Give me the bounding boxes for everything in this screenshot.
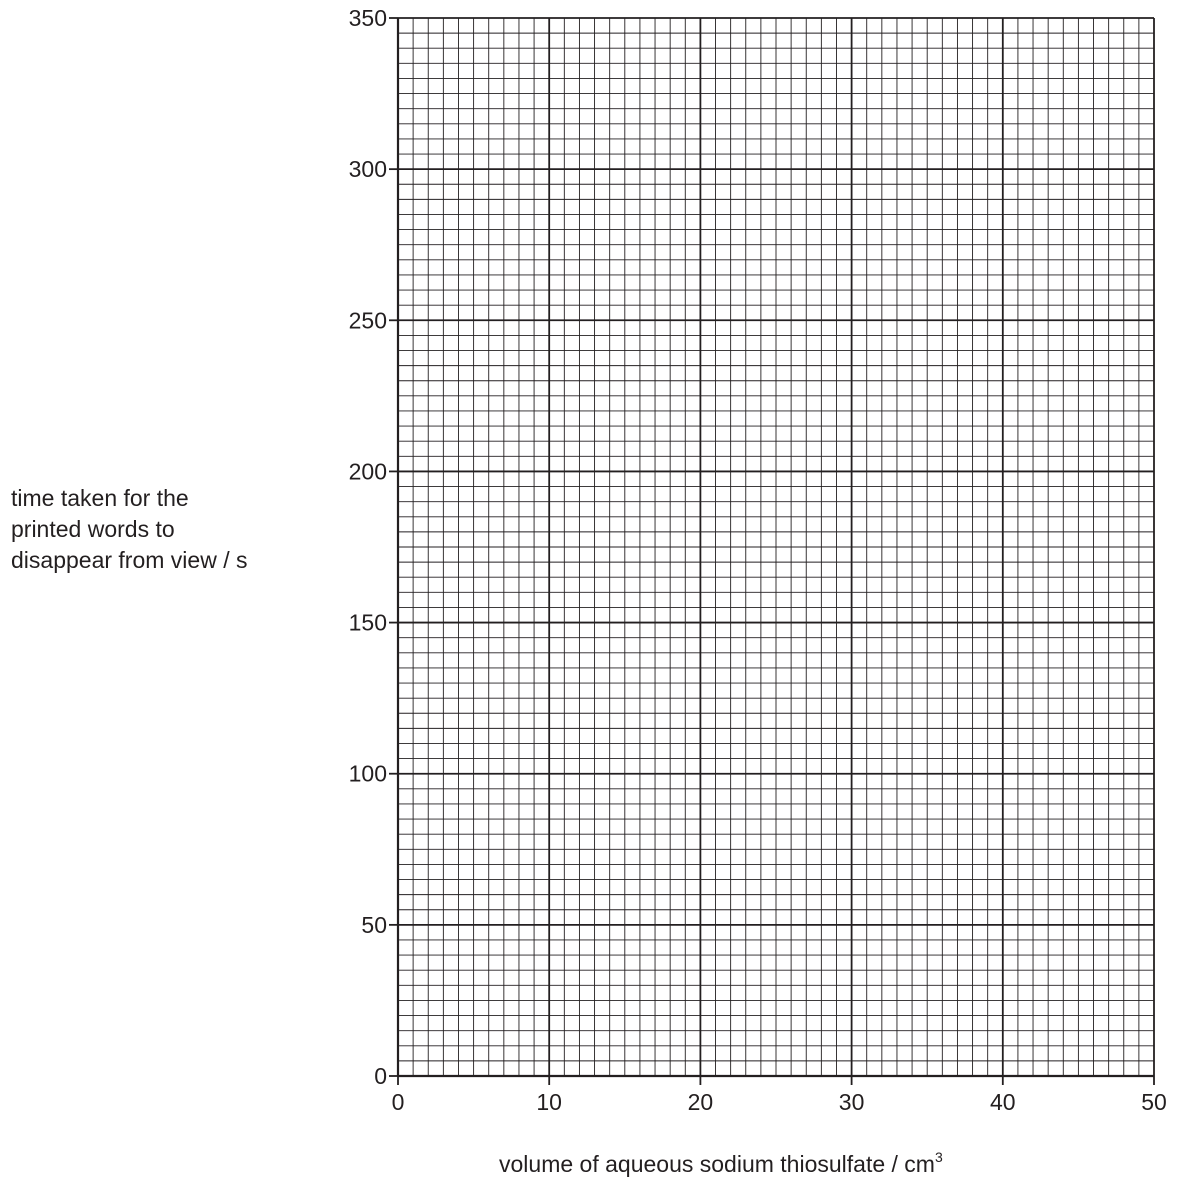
x-axis-label-text: volume of aqueous sodium thiosulfate / c… xyxy=(499,1151,935,1177)
y-tick-label: 350 xyxy=(349,5,387,31)
x-axis-label-superscript: 3 xyxy=(934,1149,943,1165)
x-tick-label: 30 xyxy=(839,1089,865,1115)
y-tick-label: 200 xyxy=(349,458,387,484)
x-axis-label: volume of aqueous sodium thiosulfate / c… xyxy=(499,1149,943,1178)
minor-grid xyxy=(397,17,1155,1077)
x-tick-label: 0 xyxy=(392,1089,405,1115)
x-tick-label: 10 xyxy=(536,1089,562,1115)
y-tick-label: 100 xyxy=(349,761,387,787)
y-axis-label: time taken for the printed words to disa… xyxy=(11,483,247,576)
y-tick-label: 300 xyxy=(349,156,387,182)
y-tick-label: 150 xyxy=(349,610,387,636)
y-tick-label: 50 xyxy=(361,912,387,938)
x-tick-label: 50 xyxy=(1141,1089,1167,1115)
y-tick-label: 0 xyxy=(374,1063,387,1089)
y-ticks: 0 50 100 150 200 250 300 350 xyxy=(349,5,398,1089)
x-ticks: 0 10 20 30 40 50 xyxy=(392,1076,1167,1115)
y-axis-label-line-1: time taken for the xyxy=(11,485,189,511)
axes xyxy=(396,18,1154,1078)
y-axis-label-line-2: printed words to xyxy=(11,516,175,542)
y-axis-label-line-3: disappear from view / s xyxy=(11,547,248,573)
x-tick-label: 40 xyxy=(990,1089,1016,1115)
x-tick-label: 20 xyxy=(688,1089,714,1115)
y-tick-label: 250 xyxy=(349,307,387,333)
